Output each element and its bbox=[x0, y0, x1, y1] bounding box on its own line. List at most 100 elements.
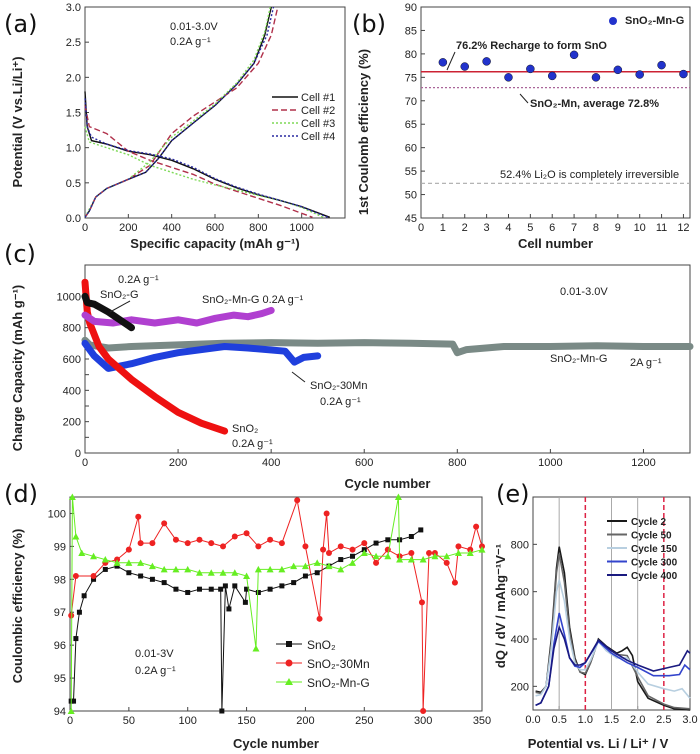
b-legend-label: SnO₂-Mn-G bbox=[625, 15, 684, 27]
series-sno-30mn-0-2a-g- bbox=[81, 339, 322, 372]
data-point bbox=[431, 552, 439, 560]
data-point bbox=[219, 708, 225, 714]
y-tick-label: 95 bbox=[54, 673, 66, 685]
data-point bbox=[90, 552, 98, 560]
data-point bbox=[455, 543, 462, 550]
c-label-30mn: SnO₂-30Mn bbox=[310, 380, 367, 392]
data-point bbox=[418, 527, 424, 533]
data-point bbox=[161, 520, 168, 527]
data-point bbox=[325, 549, 332, 556]
plot-frame bbox=[69, 496, 483, 712]
data-point bbox=[243, 572, 251, 580]
data-point bbox=[569, 50, 579, 60]
x-tick-label: 200 bbox=[169, 457, 187, 469]
y-tick-label: 400 bbox=[511, 634, 529, 646]
data-point bbox=[591, 73, 601, 82]
panel-label-c: (c) bbox=[4, 240, 36, 268]
x-tick-label: 5 bbox=[527, 222, 533, 234]
data-point bbox=[231, 533, 238, 540]
x-tick-label: 7 bbox=[571, 222, 577, 234]
d-annotation-range: 0.01-3V bbox=[135, 648, 174, 660]
panel-d: 0 50 100 150 200 250 300 350 94 95 96 97 98 99 100 Cycl… bbox=[10, 493, 491, 751]
y-axis-title: Coulombic efficiency (%) bbox=[10, 529, 25, 684]
data-point bbox=[242, 599, 248, 605]
y-tick-label: 99 bbox=[54, 541, 66, 553]
legend-label: Cell #1 bbox=[301, 92, 335, 104]
x-tick-label: 8 bbox=[593, 222, 599, 234]
data-point bbox=[408, 549, 415, 556]
x-tick-label: 800 bbox=[448, 457, 466, 469]
data-point bbox=[337, 543, 344, 550]
y-tick-label: 60 bbox=[405, 143, 417, 155]
data-point bbox=[460, 62, 469, 71]
data-point bbox=[196, 536, 203, 543]
data-point bbox=[419, 556, 427, 563]
y-tick-label: 50 bbox=[405, 190, 417, 202]
data-point bbox=[291, 580, 297, 586]
y-tick-label: 0.0 bbox=[66, 213, 81, 225]
x-tick-label: 2 bbox=[462, 222, 468, 234]
x-tick-label: 3 bbox=[484, 222, 490, 234]
data-point bbox=[420, 708, 427, 714]
data-point bbox=[255, 589, 261, 595]
y-tick-label: 85 bbox=[405, 25, 417, 37]
x-tick-label: 0.5 bbox=[552, 714, 567, 726]
x-axis-title: Cycle number bbox=[345, 476, 431, 491]
data-point bbox=[316, 615, 323, 622]
x-tick-label: 12 bbox=[677, 222, 689, 234]
y-tick-label: 90 bbox=[405, 2, 417, 14]
data-point bbox=[279, 583, 285, 589]
panel-label-b: (b) bbox=[352, 10, 386, 38]
series-line-cell4-charge bbox=[84, 6, 275, 218]
data-point bbox=[679, 69, 688, 79]
data-point bbox=[72, 533, 80, 540]
legend-marker bbox=[609, 17, 617, 25]
x-tick-label: 1000 bbox=[289, 222, 313, 234]
data-point bbox=[232, 583, 238, 589]
data-point bbox=[68, 612, 75, 619]
data-point bbox=[90, 573, 97, 580]
y-tick-label: 70 bbox=[405, 96, 417, 108]
y-tick-label: 400 bbox=[63, 385, 81, 397]
legend-label: SnO₂-30Mn bbox=[307, 657, 370, 671]
y-tick-label: 98 bbox=[54, 574, 66, 586]
y-tick-label: 97 bbox=[54, 607, 66, 619]
legend-label: Cycle 50 bbox=[631, 531, 672, 542]
data-point bbox=[325, 562, 333, 570]
c-annotation-range: 0.01-3.0V bbox=[560, 286, 608, 298]
panel-label-d: (d) bbox=[4, 480, 38, 508]
data-point bbox=[635, 70, 644, 79]
x-tick-label: 200 bbox=[296, 715, 314, 727]
annotation-arrow bbox=[519, 93, 529, 104]
data-point bbox=[320, 546, 327, 553]
x-axis-title: Cell number bbox=[518, 236, 593, 251]
data-point bbox=[91, 576, 97, 582]
x-tick-label: 2.5 bbox=[656, 714, 671, 726]
c-label-30mn-rate: 0.2A g⁻¹ bbox=[320, 396, 361, 408]
y-tick-label: 75 bbox=[405, 72, 417, 84]
data-point bbox=[302, 573, 308, 579]
data-point bbox=[149, 576, 155, 582]
annotation-arrow bbox=[109, 300, 131, 313]
data-point bbox=[278, 565, 286, 573]
legend-label: Cycle 400 bbox=[631, 571, 678, 582]
x-tick-label: 600 bbox=[206, 222, 224, 234]
y-tick-label: 2.0 bbox=[66, 72, 81, 84]
data-point bbox=[478, 546, 486, 553]
data-point bbox=[526, 64, 535, 74]
series-cycle-150 bbox=[535, 579, 691, 699]
y-axis-title: Potential (V vs.Li/Li⁺) bbox=[10, 56, 25, 187]
y-axis-title: 1st Coulomb efficiency (%) bbox=[356, 49, 371, 215]
data-point bbox=[102, 566, 108, 572]
data-point bbox=[149, 540, 156, 547]
data-point bbox=[451, 579, 458, 586]
data-point bbox=[384, 552, 392, 560]
data-point bbox=[138, 573, 144, 579]
y-tick-label: 1.5 bbox=[66, 108, 81, 120]
data-point bbox=[101, 556, 109, 563]
a-annotation-rate: 0.2A g⁻¹ bbox=[170, 36, 211, 48]
series-line bbox=[70, 496, 483, 712]
x-tick-label: 200 bbox=[119, 222, 137, 234]
series-sno-mn-g-2a-g- bbox=[81, 336, 694, 357]
